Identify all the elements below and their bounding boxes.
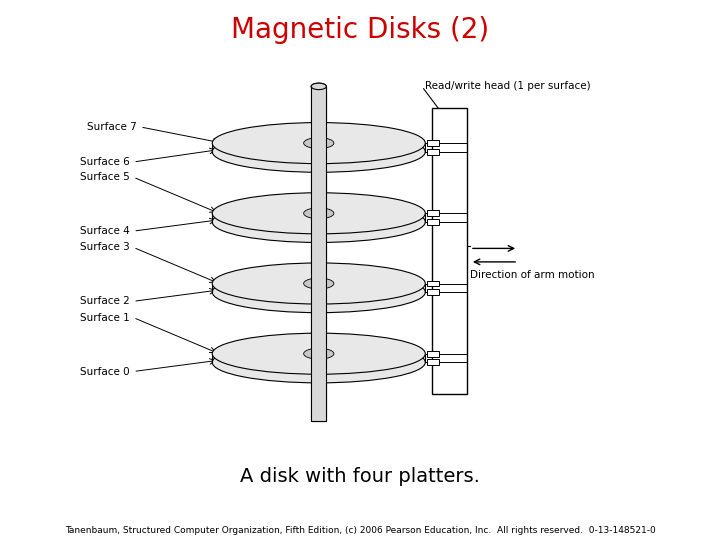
Text: A disk with four platters.: A disk with four platters. [240, 467, 480, 486]
Bar [427, 289, 439, 295]
Text: Magnetic Disks (2): Magnetic Disks (2) [231, 16, 489, 44]
Text: Surface 0: Surface 0 [80, 367, 130, 376]
Ellipse shape [304, 278, 334, 289]
Text: Direction of arm motion: Direction of arm motion [470, 271, 595, 280]
Bar [311, 86, 326, 421]
Text: Surface 7: Surface 7 [87, 122, 137, 132]
Bar [427, 148, 439, 154]
Bar [427, 360, 439, 366]
Bar [427, 219, 439, 225]
Text: Surface 3: Surface 3 [80, 242, 130, 252]
Text: Surface 4: Surface 4 [80, 226, 130, 236]
Ellipse shape [212, 342, 426, 383]
Ellipse shape [212, 272, 426, 313]
Bar [432, 108, 467, 394]
Bar [311, 86, 326, 421]
Ellipse shape [212, 263, 426, 304]
Text: Surface 6: Surface 6 [80, 157, 130, 167]
Bar [427, 351, 439, 357]
Ellipse shape [311, 83, 326, 90]
Bar [427, 140, 439, 146]
Ellipse shape [304, 348, 334, 359]
Text: Surface 5: Surface 5 [80, 172, 130, 182]
Ellipse shape [212, 131, 426, 172]
Bar [427, 281, 439, 286]
Text: Surface 1: Surface 1 [80, 313, 130, 322]
Ellipse shape [304, 208, 334, 219]
Text: Tanenbaum, Structured Computer Organization, Fifth Edition, (c) 2006 Pearson Edu: Tanenbaum, Structured Computer Organizat… [65, 526, 655, 535]
Ellipse shape [311, 83, 326, 90]
Ellipse shape [212, 123, 426, 164]
Bar [427, 210, 439, 216]
Text: Read/write head (1 per surface): Read/write head (1 per surface) [426, 82, 591, 91]
Text: Surface 2: Surface 2 [80, 296, 130, 306]
Ellipse shape [212, 193, 426, 234]
Ellipse shape [212, 333, 426, 374]
Ellipse shape [212, 201, 426, 242]
Ellipse shape [304, 138, 334, 148]
